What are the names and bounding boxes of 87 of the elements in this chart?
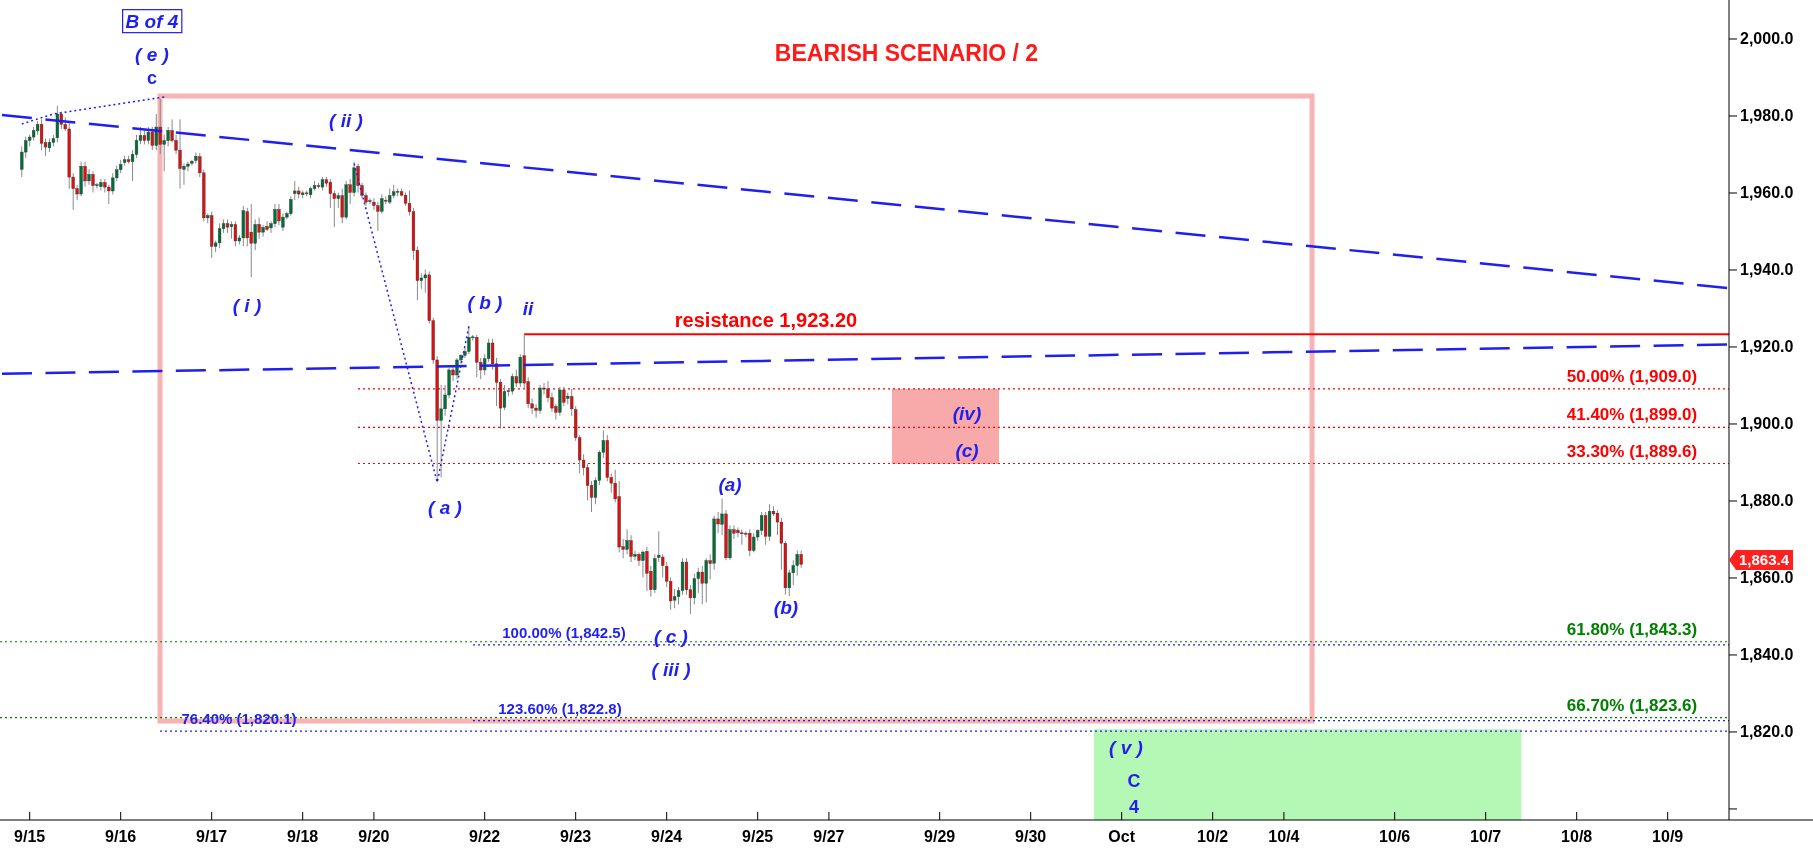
ref-line-label: 100.00% (1,842.5)	[502, 623, 626, 641]
y-tick-label: 1,960.0	[1740, 184, 1794, 202]
y-tick-label: 2,000.0	[1740, 30, 1794, 48]
candlestick	[356, 163, 360, 193]
annotation: (a)	[718, 473, 742, 495]
annotation: ( a )	[428, 496, 462, 518]
candlestick	[233, 220, 237, 247]
y-tick-label: 1,920.0	[1740, 338, 1794, 356]
ref-line-label: 61.80% (1,843.3)	[1566, 619, 1698, 639]
annotation: ( b )	[467, 291, 503, 313]
candlestick	[625, 528, 629, 555]
annotation: (b)	[773, 596, 799, 618]
ref-line-label: 41.40% (1,899.0)	[1566, 405, 1698, 425]
text: 1,863.4	[1739, 551, 1790, 569]
text: BEARISH SCENARIO / 2	[774, 40, 1039, 66]
candlestick	[380, 193, 384, 215]
ref-line-label: 76.40% (1,820.1)	[181, 710, 297, 728]
candlestick	[764, 511, 768, 546]
annotation: C	[1127, 771, 1141, 792]
annotation: c	[146, 68, 158, 89]
candlestick	[340, 188, 344, 224]
annotation: ( c )	[654, 625, 688, 647]
candlestick	[87, 168, 91, 186]
candlestick	[150, 126, 154, 151]
x-tick-label: 9/24	[651, 828, 683, 846]
annotation: ( e )	[135, 43, 169, 65]
ref-line-label: resistance 1,923.20	[674, 309, 858, 332]
annotation: ( ii )	[329, 109, 363, 131]
y-tick-label: 1,880.0	[1740, 492, 1794, 510]
annotation: (iv)	[952, 402, 982, 424]
candlestick	[154, 113, 158, 151]
x-tick-label: 9/22	[469, 828, 501, 846]
x-tick-label: 10/7	[1470, 828, 1502, 846]
x-tick-label: 9/29	[924, 828, 956, 846]
y-tick-label: 1,940.0	[1740, 261, 1794, 279]
candlestick	[261, 224, 265, 238]
annotation: ( iii )	[651, 658, 691, 680]
annotation: 4	[1128, 797, 1140, 818]
candlestick	[641, 550, 645, 578]
x-tick-label: 9/20	[358, 828, 390, 846]
ref-line-label: 33.30% (1,889.6)	[1566, 441, 1698, 461]
candlestick	[99, 178, 103, 192]
x-tick-label: 9/23	[560, 828, 592, 846]
x-tick-label: 9/30	[1015, 828, 1047, 846]
candlestick	[558, 386, 562, 417]
candlestick	[55, 105, 59, 143]
annotation: ( v )	[1109, 736, 1143, 758]
x-tick-label: 10/4	[1268, 828, 1300, 846]
annotation: ii	[522, 297, 534, 319]
candlestick	[467, 325, 471, 355]
y-tick-label: 1,820.0	[1740, 723, 1794, 741]
candlestick	[91, 170, 95, 193]
ref-line-label: 123.60% (1,822.8)	[498, 699, 622, 717]
x-tick-label: 10/9	[1652, 828, 1684, 846]
candlestick	[748, 528, 752, 557]
y-tick-label: 1,900.0	[1740, 415, 1794, 433]
x-tick-label: 9/16	[105, 828, 137, 846]
candlestick	[704, 557, 708, 603]
x-tick-label: 9/15	[14, 828, 46, 846]
candlestick	[328, 178, 332, 209]
candlestick	[637, 551, 641, 567]
candlestick	[760, 511, 764, 536]
candlestick	[158, 98, 162, 155]
x-tick-label: 9/17	[196, 828, 228, 846]
x-tick-label: 10/2	[1197, 828, 1229, 846]
candlestick	[376, 201, 380, 232]
ref-line-label: 66.70% (1,823.6)	[1566, 695, 1698, 715]
x-tick-label: 10/8	[1561, 828, 1593, 846]
y-tick-label: 1,860.0	[1740, 569, 1794, 587]
ref-line-label: 50.00% (1,909.0)	[1566, 366, 1698, 386]
y-tick-label: 1,980.0	[1740, 107, 1794, 125]
candlestick	[178, 118, 182, 190]
annotation: (c)	[955, 439, 979, 461]
candlestick	[218, 222, 222, 249]
x-tick-label: Oct	[1108, 828, 1136, 846]
candlestick	[510, 372, 514, 396]
x-tick-label: 10/6	[1379, 828, 1411, 846]
candlestick	[249, 203, 253, 278]
x-tick-label: 9/18	[287, 828, 319, 846]
y-tick-label: 1,840.0	[1740, 646, 1794, 664]
candlestick	[257, 217, 261, 240]
x-tick-label: 9/27	[813, 828, 845, 846]
x-tick-label: 9/25	[742, 828, 774, 846]
annotation: ( i )	[232, 294, 262, 316]
candlestick	[752, 532, 756, 553]
candlestick	[740, 528, 744, 546]
candlestick	[538, 384, 542, 415]
